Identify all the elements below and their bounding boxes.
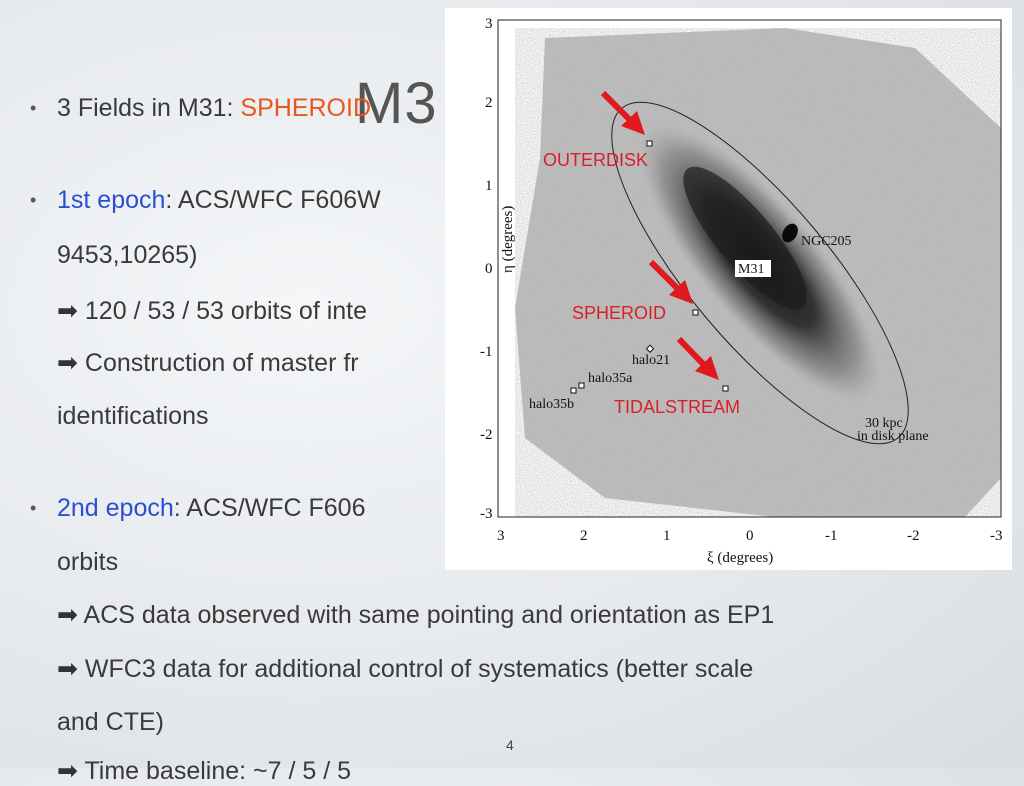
bullet-dot: •	[30, 190, 37, 210]
arrow-icon: ➡	[57, 757, 78, 785]
epoch2-sub2-text: WFC3 data for additional control of syst…	[84, 655, 754, 683]
bullet-epoch1: 1st epoch: ACS/WFC F606W	[57, 186, 381, 215]
x-tick-label: -3	[990, 528, 1003, 544]
x-axis-label: ξ (degrees)	[707, 550, 773, 566]
plot-frame	[497, 19, 1002, 518]
x-tick-label: 2	[580, 528, 588, 544]
epoch2-text: : ACS/WFC F606	[173, 494, 366, 522]
spheroid-field-marker	[692, 309, 699, 316]
page-number: 4	[506, 737, 514, 753]
disk-plane-label: in disk plane	[857, 429, 929, 444]
outerdisk-field-marker	[646, 140, 653, 147]
red-arrow-icon	[648, 259, 693, 304]
epoch1-line2: 9453,10265)	[57, 241, 198, 269]
tidalstream-label: TIDALSTREAM	[614, 397, 740, 417]
x-axis: 3 2 1 0 -1 -2 -3 ξ (degrees)	[497, 528, 1003, 566]
m31-map-svg: OUTERDISK SPHEROID TIDALSTREAM NGC205 M3…	[480, 16, 1003, 566]
epoch2-sub2: ➡ WFC3 data for additional control of sy…	[57, 654, 753, 684]
m31-field-map: OUTERDISK SPHEROID TIDALSTREAM NGC205 M3…	[445, 8, 1012, 570]
y-tick-label: 3	[485, 16, 493, 32]
slide: M3 • 3 Fields in M31: SPHEROID • 1st epo…	[30, 8, 1012, 785]
halo35b-label: halo35b	[529, 397, 574, 412]
x-tick-label: 0	[746, 528, 754, 544]
epoch2-sub3-text: Time baseline: ~7 / 5 / 5	[84, 757, 352, 785]
epoch1-sub1: ➡ 120 / 53 / 53 orbits of inte	[57, 296, 367, 326]
red-arrow-icon	[600, 90, 645, 135]
halo35b-marker	[570, 387, 577, 394]
epoch1-sub2: ➡ Construction of master fr	[57, 348, 359, 378]
arrow-icon: ➡	[57, 297, 78, 325]
halo35a-label: halo35a	[588, 371, 633, 386]
y-axis: 3 2 1 0 -1 -2 -3 η (degrees)	[480, 16, 516, 522]
y-tick-label: -1	[480, 344, 493, 360]
ngc205-label: NGC205	[801, 234, 852, 249]
m31-label-bg	[735, 260, 771, 277]
epoch1-text: : ACS/WFC F606W	[165, 186, 381, 214]
bullet-fields-text: 3 Fields in M31:	[57, 94, 241, 122]
epoch1-label: 1st epoch	[57, 186, 166, 214]
arrow-icon: ➡	[57, 655, 78, 683]
epoch2-label: 2nd epoch	[57, 494, 174, 522]
red-arrow-icon	[676, 336, 719, 380]
arrow-icon: ➡	[57, 601, 78, 629]
halo21-marker	[645, 344, 655, 353]
bullet-fields-highlight: SPHEROID	[240, 94, 372, 122]
arrow-icon: ➡	[57, 349, 78, 377]
epoch2-sub2-cont: and CTE)	[57, 708, 164, 736]
bullet-epoch2: 2nd epoch: ACS/WFC F606	[57, 494, 366, 523]
y-tick-label: -2	[480, 427, 493, 443]
epoch1-sub2-text: Construction of master fr	[84, 349, 359, 377]
x-tick-label: 3	[497, 528, 505, 544]
bullet-dot: •	[30, 498, 37, 518]
kpc-label: 30 kpc	[865, 416, 903, 431]
epoch2-line2: orbits	[57, 548, 119, 576]
spheroid-label: SPHEROID	[572, 303, 666, 323]
y-tick-label: -3	[480, 506, 493, 522]
outerdisk-label: OUTERDISK	[543, 150, 648, 170]
y-axis-label: η (degrees)	[500, 206, 516, 273]
halo21-label: halo21	[632, 353, 670, 368]
bullet-fields: 3 Fields in M31: SPHEROID	[57, 94, 371, 123]
epoch2-sub3: ➡ Time baseline: ~7 / 5 / 5	[57, 756, 351, 786]
y-tick-label: 2	[485, 95, 493, 111]
m31-label: M31	[738, 262, 764, 277]
tidalstream-field-marker	[722, 385, 729, 392]
epoch2-sub1: ➡ ACS data observed with same pointing a…	[57, 600, 774, 630]
x-tick-label: -1	[825, 528, 838, 544]
epoch2-sub1-text: ACS data observed with same pointing and…	[83, 601, 775, 629]
y-tick-label: 1	[485, 178, 493, 194]
epoch1-sub1-text: 120 / 53 / 53 orbits of inte	[84, 297, 368, 325]
halo35a-marker	[578, 382, 585, 389]
x-tick-label: -2	[907, 528, 920, 544]
x-tick-label: 1	[663, 528, 671, 544]
epoch1-sub2-cont: identifications	[57, 402, 209, 430]
y-tick-label: 0	[485, 261, 493, 277]
slide-title: M3	[355, 71, 438, 136]
bullet-dot: •	[30, 98, 37, 118]
